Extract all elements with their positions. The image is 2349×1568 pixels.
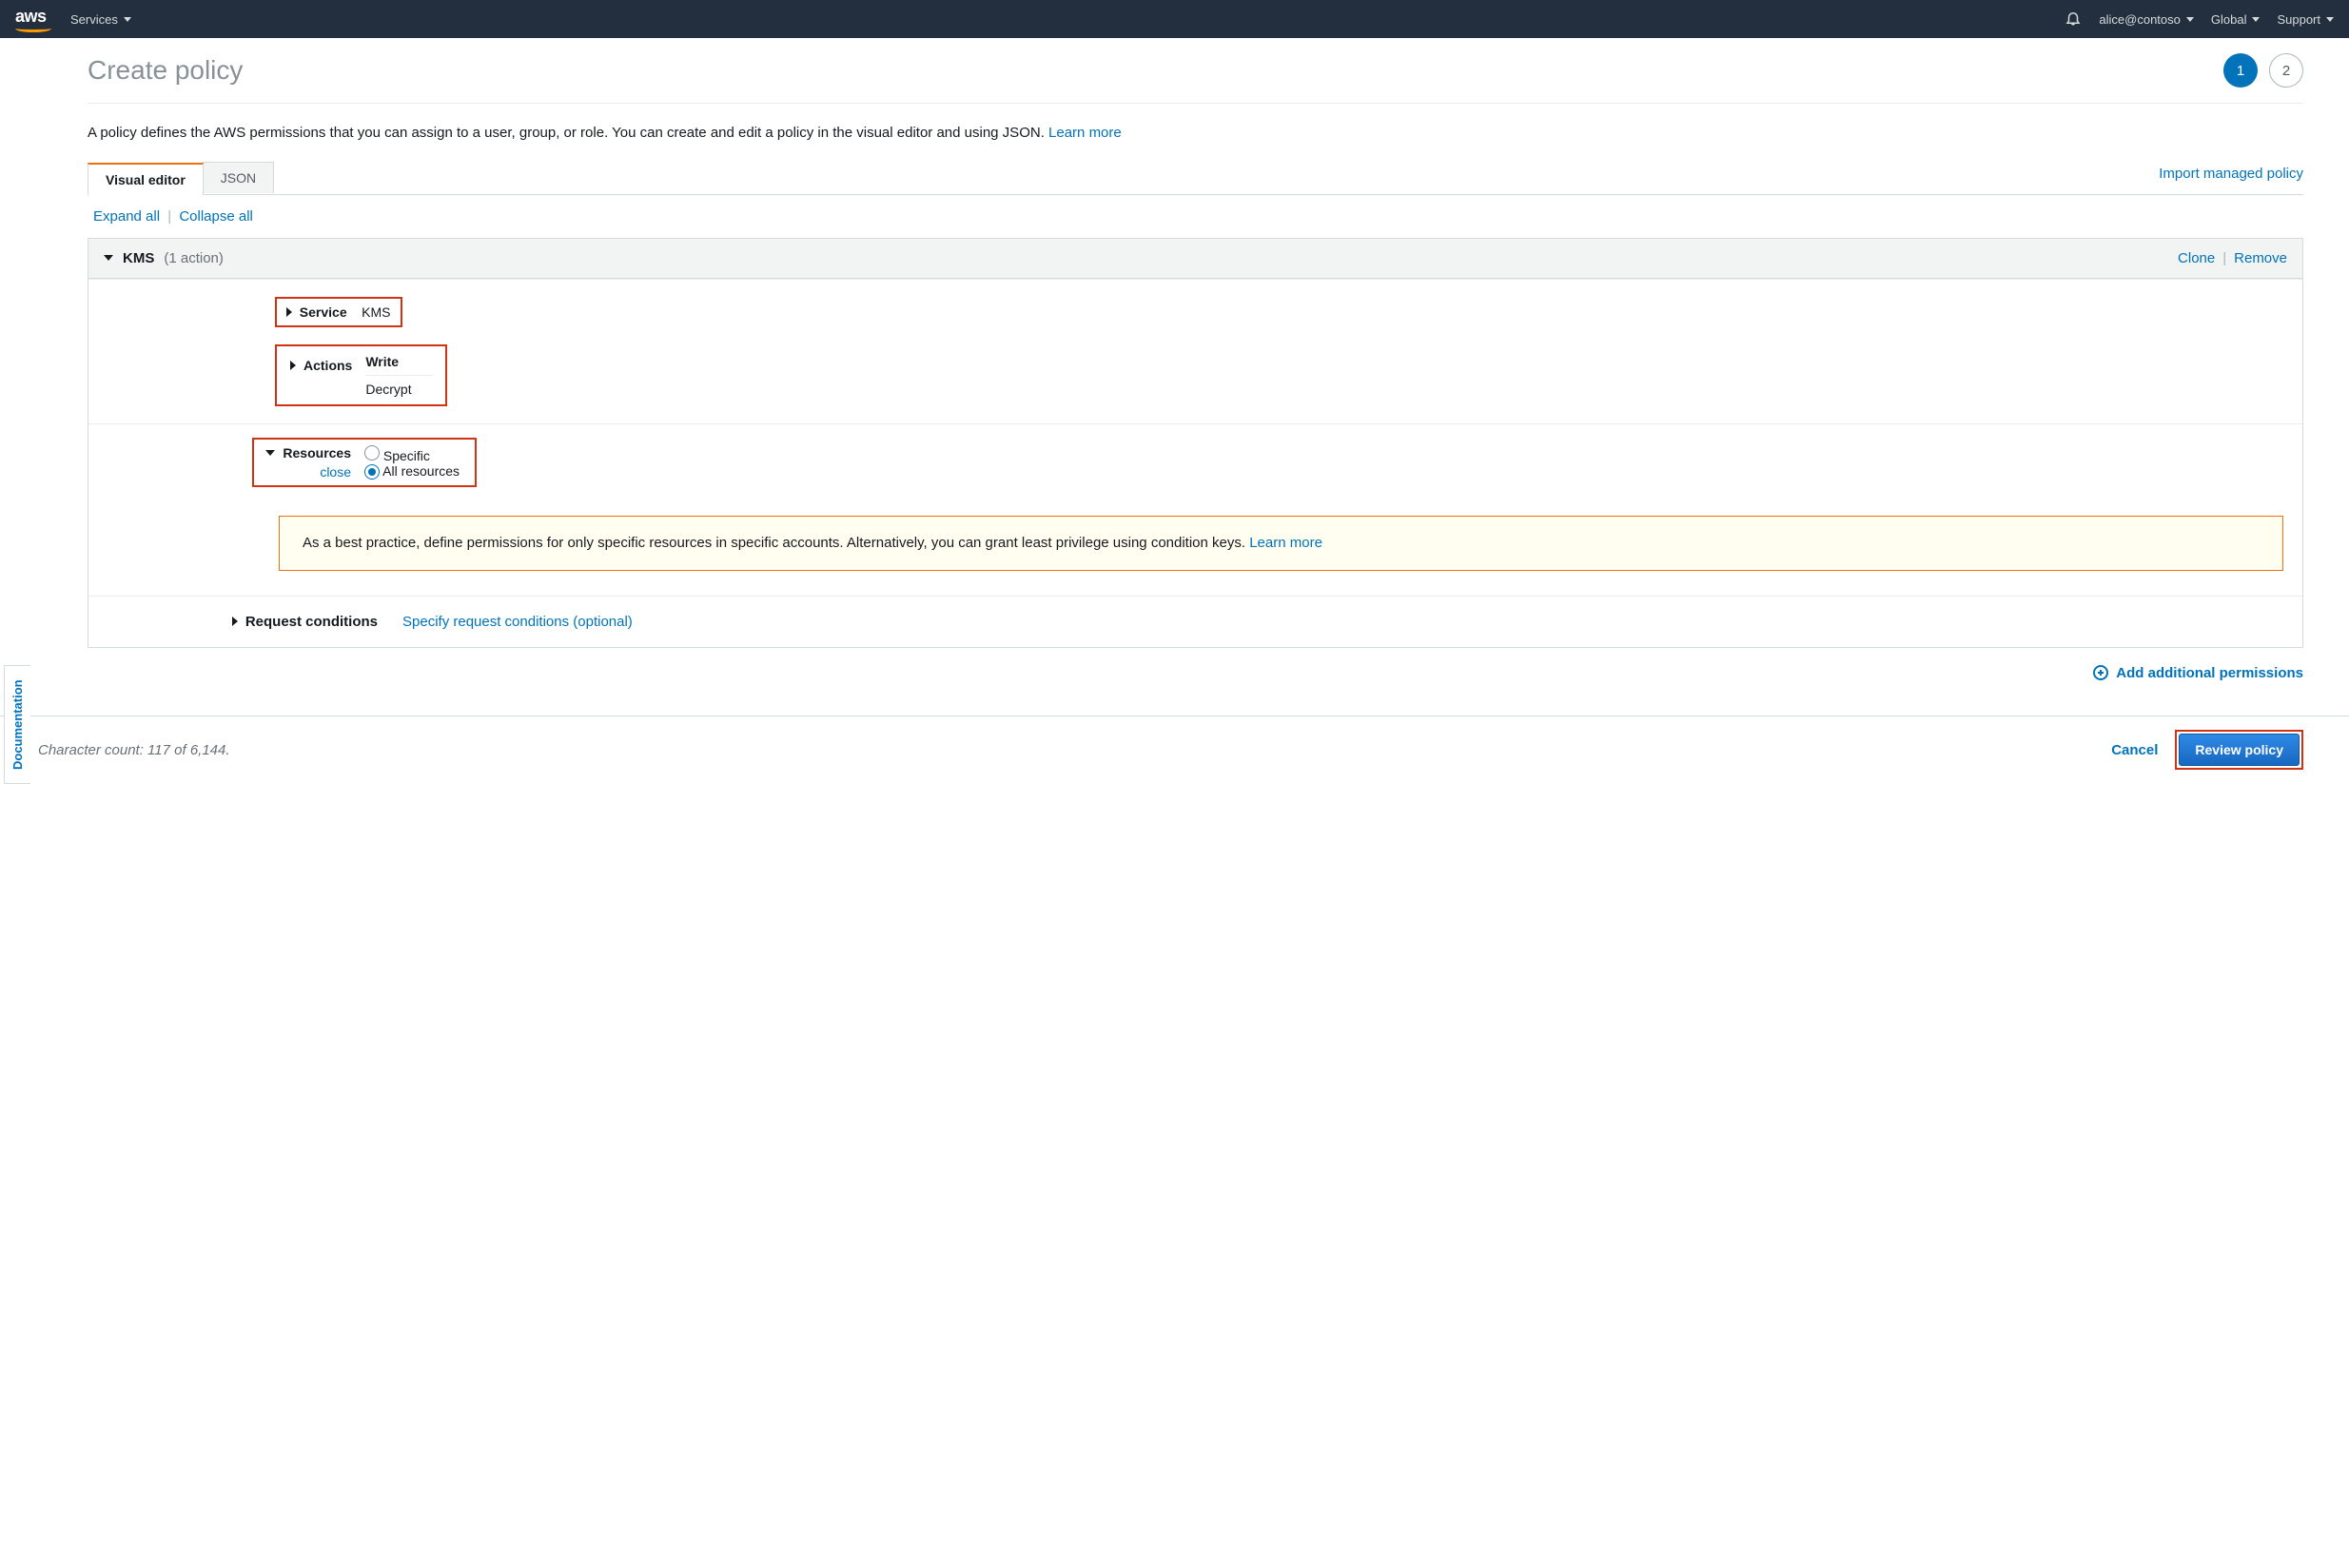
chevron-right-icon [286, 307, 292, 317]
footer-actions: Cancel Review policy [2111, 730, 2303, 770]
actions-group: Write [365, 354, 432, 376]
resources-section: Resources close Specific All resou [88, 423, 2302, 596]
highlight-box: Resources close Specific All resou [252, 438, 477, 487]
permission-header[interactable]: KMS (1 action) Clone | Remove [88, 239, 2302, 279]
notifications-icon[interactable] [2065, 10, 2082, 29]
separator: | [2222, 250, 2226, 266]
services-label: Services [70, 12, 118, 27]
chevron-right-icon [232, 617, 238, 626]
radio-checked-icon[interactable] [364, 464, 380, 480]
remove-link[interactable]: Remove [2234, 250, 2287, 266]
resource-specific-label: Specific [383, 448, 430, 463]
permission-service-name: KMS [123, 250, 154, 266]
radio-unchecked-icon[interactable] [364, 445, 380, 461]
conditions-header[interactable]: Request conditions [88, 614, 383, 630]
step-indicator: 1 2 [2223, 53, 2303, 88]
resources-label[interactable]: Resources [283, 445, 351, 461]
separator: | [167, 208, 171, 225]
main-content: Create policy 1 2 A policy defines the A… [0, 38, 2349, 691]
clone-link[interactable]: Clone [2178, 250, 2215, 266]
step-1[interactable]: 1 [2223, 53, 2258, 88]
cancel-button[interactable]: Cancel [2111, 742, 2158, 758]
editor-tabs: Visual editor JSON Import managed policy [88, 162, 2303, 195]
permission-action-count: (1 action) [164, 250, 224, 266]
permission-block: KMS (1 action) Clone | Remove Service KM… [88, 238, 2303, 648]
collapse-all-link[interactable]: Collapse all [179, 208, 253, 225]
add-permissions-link[interactable]: Add additional permissions [2093, 665, 2303, 681]
actions-section: Actions Write Decrypt x [88, 344, 2302, 423]
region-menu[interactable]: Global [2211, 12, 2261, 27]
footer-bar: Character count: 117 of 6,144. Cancel Re… [0, 715, 2349, 783]
add-permissions-row: Add additional permissions [88, 648, 2303, 692]
resources-close-link[interactable]: close [264, 464, 351, 480]
add-permissions-label: Add additional permissions [2116, 665, 2303, 681]
highlight-box: Actions Write Decrypt [275, 344, 447, 406]
aws-logo[interactable]: aws [15, 7, 51, 32]
service-label: Service [300, 304, 347, 320]
resource-option-all[interactable]: All resources [364, 463, 460, 480]
best-practice-notice: As a best practice, define permissions f… [279, 516, 2283, 571]
chevron-down-icon [2252, 17, 2260, 22]
resource-option-specific[interactable]: Specific [364, 445, 460, 463]
character-count: Character count: 117 of 6,144. [38, 742, 230, 758]
account-label: alice@contoso [2099, 12, 2180, 27]
import-managed-policy-link[interactable]: Import managed policy [2159, 166, 2303, 189]
region-label: Global [2211, 12, 2247, 27]
chevron-down-icon [124, 17, 131, 22]
service-value[interactable]: KMS [362, 304, 390, 320]
chevron-down-icon [265, 450, 275, 456]
review-policy-button[interactable]: Review policy [2179, 734, 2300, 766]
step-2[interactable]: 2 [2269, 53, 2303, 88]
learn-more-link[interactable]: Learn more [1048, 125, 1122, 141]
documentation-tab[interactable]: Documentation [4, 665, 30, 784]
chevron-down-icon [104, 255, 113, 261]
chevron-down-icon [2326, 17, 2334, 22]
plus-circle-icon [2093, 665, 2108, 680]
service-section: Service KMS x [88, 279, 2302, 344]
permission-header-actions: Clone | Remove [2178, 250, 2287, 266]
top-nav: aws Services alice@contoso Global Suppor… [0, 0, 2349, 38]
tab-visual-editor[interactable]: Visual editor [88, 163, 204, 195]
expand-all-link[interactable]: Expand all [93, 208, 160, 225]
expand-collapse-row: Expand all | Collapse all [88, 195, 2303, 238]
page-header: Create policy 1 2 [88, 53, 2303, 104]
actions-label[interactable]: Actions [303, 358, 352, 373]
advice-learn-more-link[interactable]: Learn more [1249, 535, 1322, 551]
conditions-label: Request conditions [245, 614, 378, 630]
conditions-section: Request conditions Specify request condi… [88, 596, 2302, 647]
specify-conditions-link[interactable]: Specify request conditions (optional) [402, 614, 633, 630]
highlight-box: Service KMS [275, 297, 402, 327]
account-menu[interactable]: alice@contoso [2099, 12, 2193, 27]
chevron-down-icon [2186, 17, 2194, 22]
nav-right: alice@contoso Global Support [2065, 10, 2334, 29]
actions-item: Decrypt [365, 382, 411, 397]
advice-text: As a best practice, define permissions f… [303, 535, 1249, 551]
page-description: A policy defines the AWS permissions tha… [88, 104, 2303, 162]
aws-logo-text: aws [15, 7, 51, 27]
description-text: A policy defines the AWS permissions tha… [88, 125, 1048, 141]
chevron-right-icon [290, 361, 296, 370]
support-label: Support [2277, 12, 2320, 27]
page-title: Create policy [88, 55, 243, 86]
highlight-box: Review policy [2175, 730, 2303, 770]
resource-all-label: All resources [382, 463, 460, 479]
services-menu[interactable]: Services [70, 12, 131, 27]
tab-json[interactable]: JSON [203, 162, 274, 193]
support-menu[interactable]: Support [2277, 12, 2334, 27]
